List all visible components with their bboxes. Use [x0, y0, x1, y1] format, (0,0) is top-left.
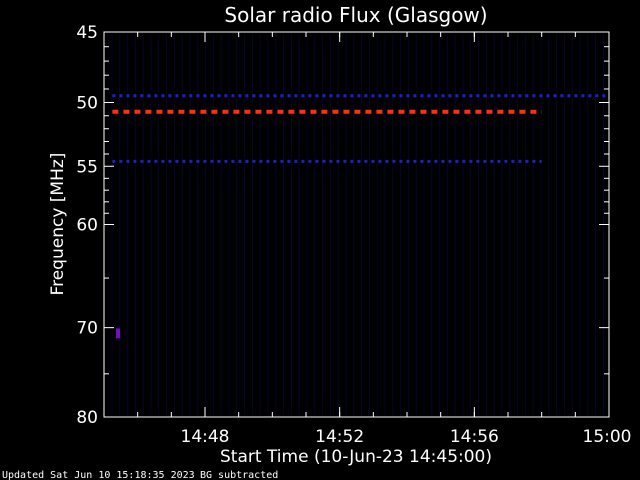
- y-axis: 45 50 55 60 70 80: [76, 23, 609, 428]
- x-axis-label: Start Time (10-Jun-23 14:45:00): [220, 447, 492, 467]
- updated-timestamp: Updated Sat Jun 10 15:18:35 2023: [2, 470, 195, 480]
- y-tick-label: 70: [76, 319, 98, 339]
- y-tick-label: 50: [76, 94, 98, 114]
- x-tick-label: 14:52: [315, 427, 364, 447]
- x-tick-label: 14:48: [181, 427, 230, 447]
- y-tick-label: 45: [76, 23, 98, 43]
- background-note: BG subtracted: [200, 470, 278, 480]
- y-tick-label: 80: [76, 408, 98, 428]
- heatmap-area: [111, 34, 609, 415]
- x-tick-label: 14:56: [450, 427, 499, 447]
- x-axis: 14:48 14:52 14:56 15:00: [137, 32, 632, 447]
- y-tick-label: 60: [76, 216, 98, 236]
- y-axis-label: Frequency [MHz]: [48, 153, 68, 296]
- burst-spot-0: [116, 328, 121, 339]
- x-tick-label: 15:00: [583, 427, 632, 447]
- y-tick-label: 55: [76, 157, 98, 177]
- chart-title: Solar radio Flux (Glasgow): [224, 3, 487, 27]
